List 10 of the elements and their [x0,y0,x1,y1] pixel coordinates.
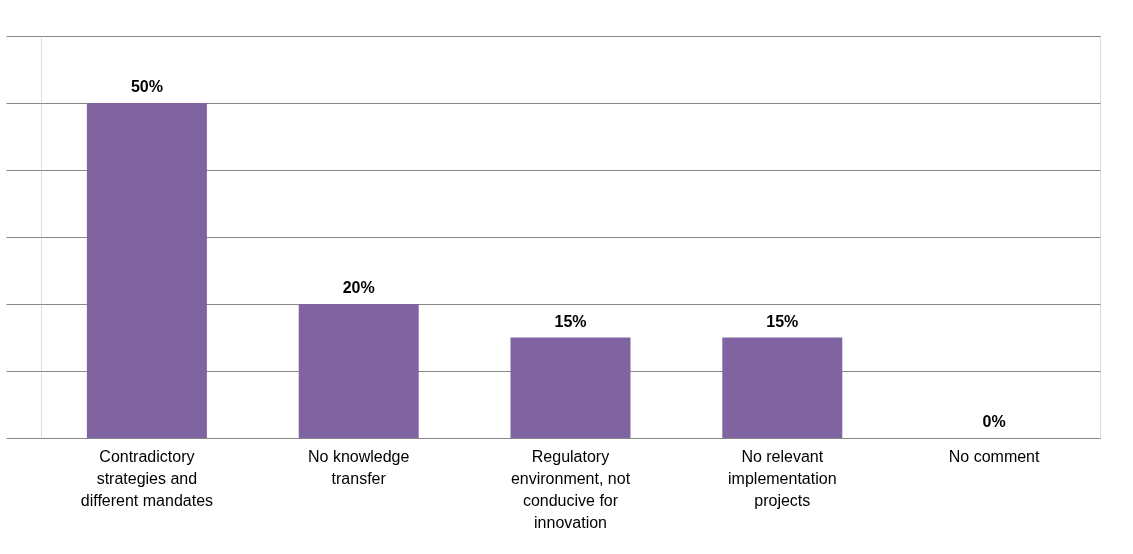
data-label: 50% [130,78,163,95]
x-tick-label: No knowledge transfer [308,447,410,487]
x-tick-label: No relevant implementation projects [728,447,837,509]
data-label: 15% [554,312,587,330]
x-tick-label: No comment [948,447,1040,465]
x-tick-label: Regulatory environment, not conducive for innovation [510,447,631,531]
x-tick-label: Contradictory strategies and different mandates [80,447,214,509]
data-label: 15% [766,312,799,330]
data-label: 20% [342,279,375,296]
data-label: 0% [982,413,1006,430]
